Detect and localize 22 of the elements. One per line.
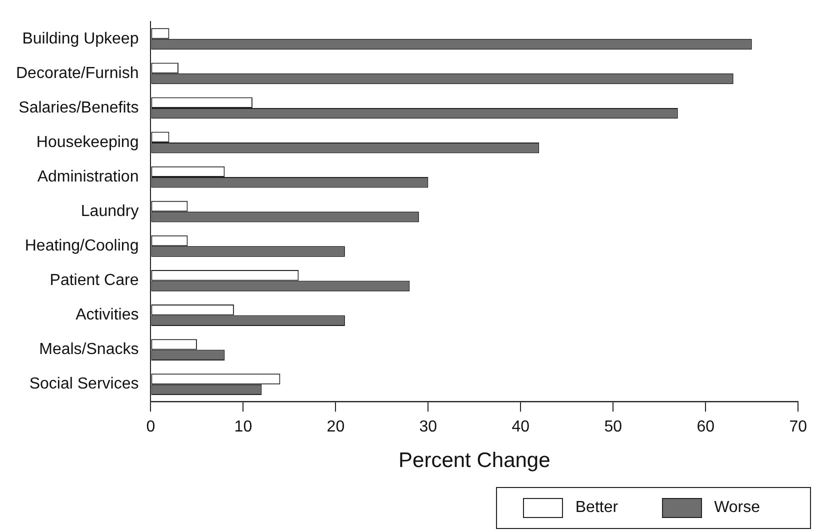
y-tick-label: Meals/Snacks — [39, 341, 139, 358]
x-tick-label: 50 — [604, 418, 622, 436]
x-tick-label: 60 — [696, 418, 715, 436]
x-tick-label: 10 — [234, 418, 252, 436]
y-tick-label: Decorate/Furnish — [16, 64, 139, 82]
y-tick-label: Housekeeping — [36, 134, 139, 151]
x-tick-label: 20 — [326, 418, 345, 436]
y-tick-label: Building Upkeep — [22, 30, 139, 48]
y-tick-label: Salaries/Benefits — [18, 99, 139, 116]
x-axis-title: Percent Change — [398, 449, 550, 472]
x-tick-label: 70 — [789, 418, 808, 436]
y-tick-label: Administration — [37, 168, 139, 186]
text: Better — [575, 499, 618, 517]
y-tick-label: Activities — [76, 306, 139, 324]
y-tick-label: Laundry — [80, 203, 139, 220]
y-tick-label: Patient Care — [50, 272, 139, 290]
x-tick-label: 40 — [512, 418, 530, 436]
y-tick-label: Social Services — [29, 376, 139, 393]
y-tick-label: Heating/Cooling — [24, 238, 139, 255]
legend-label: Worse — [714, 499, 760, 517]
x-tick-label: 0 — [146, 418, 156, 436]
x-tick-label: 30 — [419, 418, 438, 436]
